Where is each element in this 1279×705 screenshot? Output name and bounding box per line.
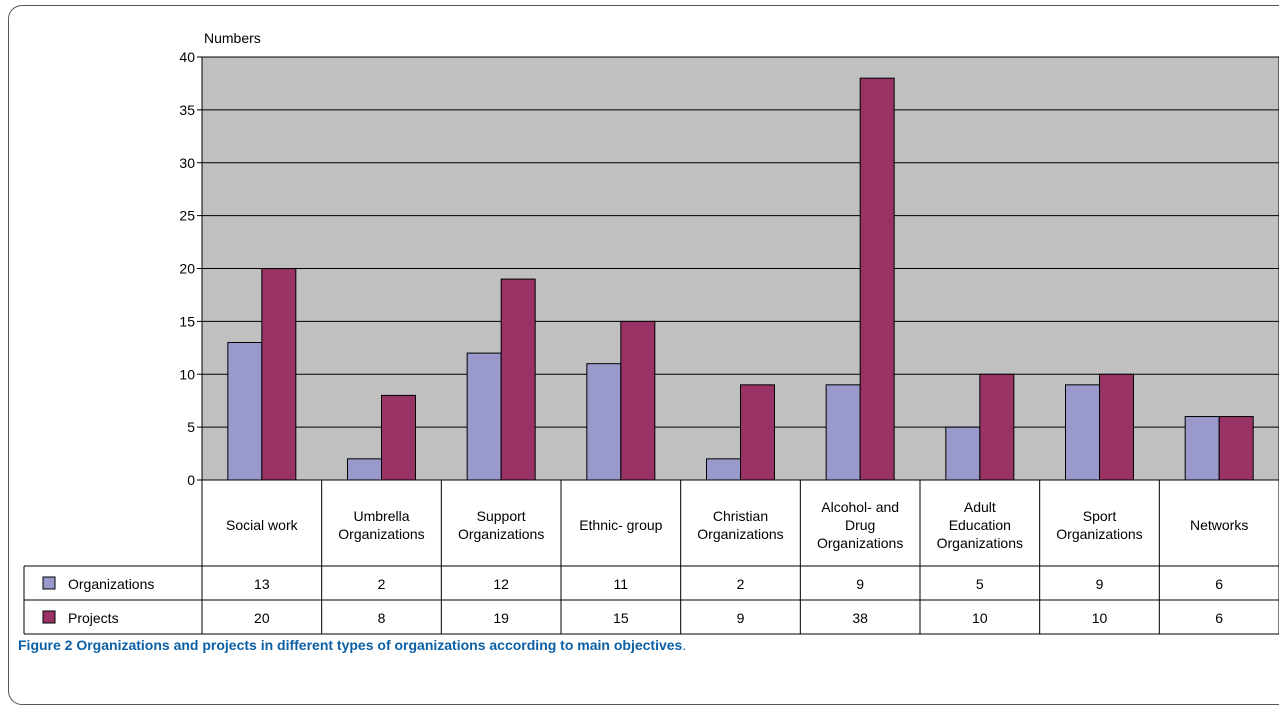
y-tick-label: 5 — [187, 419, 195, 435]
data-label: 9 — [737, 610, 745, 626]
data-label: 38 — [852, 610, 868, 626]
data-label: 12 — [493, 576, 509, 592]
x-tick-label: Organizations — [817, 535, 903, 551]
x-tick-label: Organizations — [458, 526, 544, 542]
bar-organizations — [1065, 384, 1100, 481]
caption-tail: . — [682, 637, 687, 653]
bar-projects — [500, 278, 536, 481]
bar-projects — [979, 373, 1015, 481]
data-label: 5 — [976, 576, 984, 592]
data-label: 9 — [1096, 576, 1104, 592]
x-tick-label: Ethnic- group — [579, 517, 662, 533]
x-tick-label: Organizations — [338, 526, 424, 542]
x-tick-label: Organizations — [697, 526, 783, 542]
bar-projects — [1099, 373, 1134, 481]
data-label: 13 — [254, 576, 270, 592]
x-tick-label: Sport — [1083, 508, 1117, 524]
figure-caption: Figure 2 Organizations and projects in d… — [18, 637, 686, 653]
x-tick-label: Networks — [1190, 517, 1248, 533]
x-tick-label: Organizations — [937, 535, 1023, 551]
y-tick-label: 15 — [179, 313, 195, 329]
data-label: 11 — [614, 576, 629, 592]
caption-lead: Figure 2 Organizations and projects in d… — [18, 637, 683, 653]
y-tick-label: 0 — [187, 472, 195, 488]
bar-projects — [261, 268, 297, 481]
y-axis-label: Numbers — [204, 30, 261, 46]
x-tick-label: Adult — [964, 499, 996, 515]
legend-swatch-organizations — [42, 576, 56, 590]
data-label: 19 — [493, 610, 509, 626]
data-label: 10 — [972, 610, 988, 626]
bar-organizations — [586, 363, 622, 481]
legend-label-organizations: Organizations — [68, 576, 154, 592]
bar-projects — [381, 394, 416, 481]
data-label: 8 — [378, 610, 386, 626]
x-tick-label: Education — [949, 517, 1011, 533]
bar-organizations — [706, 458, 741, 481]
legend-label-projects: Projects — [68, 610, 119, 626]
data-label: 9 — [856, 576, 864, 592]
y-tick-label: 40 — [179, 49, 195, 65]
y-tick-label: 20 — [179, 261, 195, 277]
x-tick-label: Support — [477, 508, 526, 524]
x-tick-label: Drug — [845, 517, 875, 533]
x-tick-label: Alcohol- and — [821, 499, 899, 515]
y-tick-label: 25 — [179, 208, 195, 224]
data-label: 10 — [1092, 610, 1108, 626]
bar-organizations — [1184, 416, 1220, 481]
bar-organizations — [825, 384, 861, 481]
data-label: 20 — [254, 610, 270, 626]
legend-swatch-projects — [42, 610, 56, 624]
data-label: 15 — [613, 610, 629, 626]
y-tick-label: 30 — [179, 155, 195, 171]
bar-organizations — [227, 342, 263, 481]
bar-projects — [859, 77, 895, 481]
data-label: 6 — [1215, 610, 1223, 626]
x-tick-label: Christian — [713, 508, 768, 524]
data-label: 2 — [737, 576, 745, 592]
y-tick-label: 10 — [179, 366, 195, 382]
bar-organizations — [466, 352, 502, 481]
data-label: 6 — [1215, 576, 1223, 592]
x-tick-label: Social work — [226, 517, 299, 533]
bar-projects — [1218, 416, 1254, 481]
y-tick-label: 35 — [179, 102, 195, 118]
bar-projects — [620, 320, 656, 481]
x-tick-label: Umbrella — [353, 508, 409, 524]
bar-organizations — [347, 458, 382, 481]
data-label: 2 — [378, 576, 386, 592]
bar-organizations — [945, 426, 981, 481]
x-tick-label: Organizations — [1056, 526, 1142, 542]
bar-projects — [740, 384, 775, 481]
